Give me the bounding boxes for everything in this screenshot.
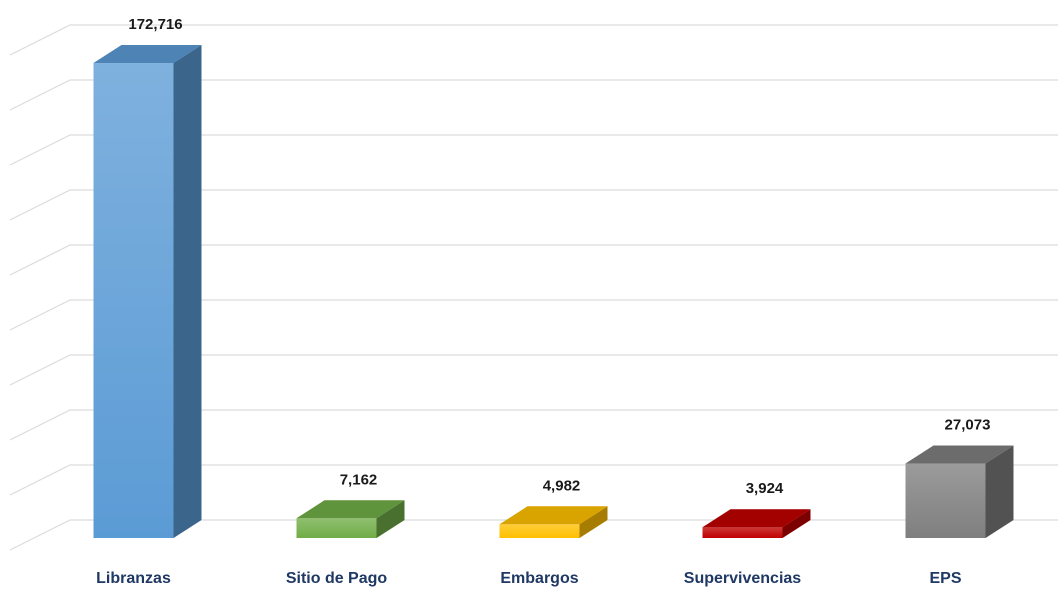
x-tick-label: Embargos xyxy=(500,570,578,587)
value-label: 7,162 xyxy=(340,471,378,488)
bar-side-shade xyxy=(579,506,608,538)
bar-top xyxy=(905,445,1014,464)
value-label: 27,073 xyxy=(945,417,991,434)
value-label: 3,924 xyxy=(746,480,784,497)
grid-line xyxy=(9,189,1058,221)
bar-top xyxy=(702,509,811,528)
bar-front-shine xyxy=(702,527,783,538)
bar-side xyxy=(173,45,202,538)
grid-line xyxy=(9,244,1058,276)
bar-top-shade xyxy=(93,45,202,64)
x-tick-label: EPS xyxy=(929,570,961,587)
grid-line xyxy=(9,79,1058,111)
grid-line xyxy=(9,409,1058,441)
bar-front-shine xyxy=(296,518,377,538)
bar-top-shade xyxy=(296,500,405,519)
bar-side-shade xyxy=(173,45,202,538)
bar-side xyxy=(985,445,1014,538)
x-tick-label: Supervivencias xyxy=(684,570,802,587)
grid-line xyxy=(9,464,1058,496)
bar xyxy=(702,509,811,538)
grid-line xyxy=(9,24,1058,56)
x-tick-label: Sitio de Pago xyxy=(286,570,388,587)
bar-top-shade xyxy=(702,509,811,528)
grid-line xyxy=(9,134,1058,166)
bar-side xyxy=(376,500,405,538)
bar xyxy=(905,445,1014,538)
bar-side-shade xyxy=(376,500,405,538)
grid-line xyxy=(9,354,1058,386)
bar-top xyxy=(93,45,202,64)
bar-top-shade xyxy=(905,445,1014,464)
bar-side xyxy=(782,509,811,538)
bar xyxy=(499,506,608,538)
x-tick-label: Libranzas xyxy=(96,570,171,587)
bar xyxy=(296,500,405,538)
bar-side xyxy=(579,506,608,538)
bar-top xyxy=(499,506,608,525)
grid-line xyxy=(9,299,1058,331)
bar xyxy=(93,45,202,538)
value-label: 4,982 xyxy=(543,477,581,494)
bar-front-shine xyxy=(93,63,174,538)
bar-side-shade xyxy=(985,445,1014,538)
bar-front-shine xyxy=(499,524,580,538)
bar-top xyxy=(296,500,405,519)
bar-front-shine xyxy=(905,463,986,538)
value-label: 172,716 xyxy=(128,16,182,33)
bar-top-shade xyxy=(499,506,608,525)
bar-side-shade xyxy=(782,509,811,538)
